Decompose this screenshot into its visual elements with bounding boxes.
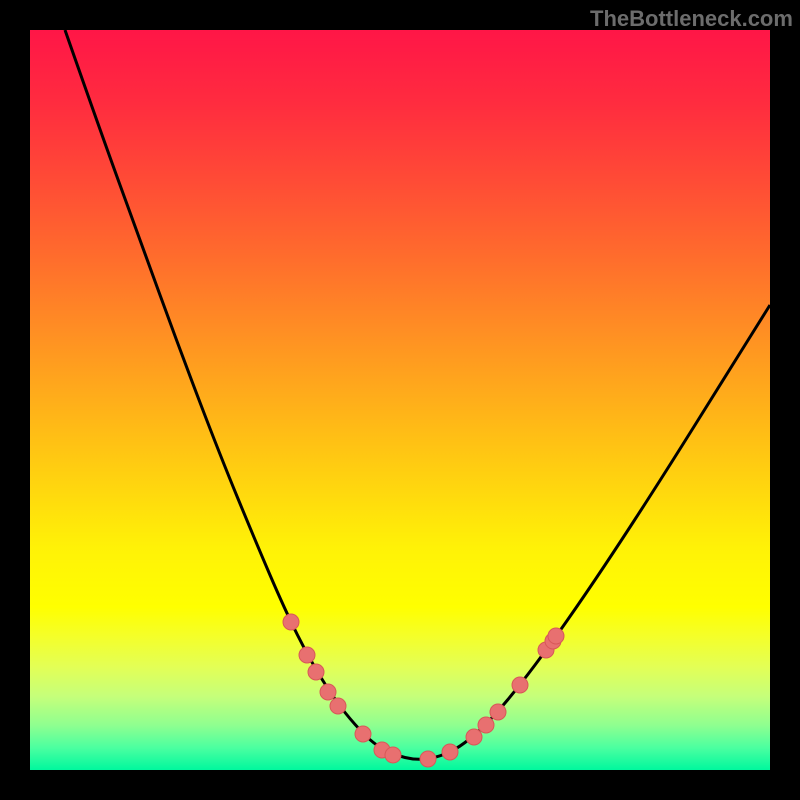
data-marker (512, 677, 528, 693)
plot-background (30, 30, 770, 770)
data-marker (355, 726, 371, 742)
data-markers (283, 614, 564, 767)
data-marker (283, 614, 299, 630)
data-marker (490, 704, 506, 720)
data-marker (320, 684, 336, 700)
data-marker (548, 628, 564, 644)
chart-root: TheBottleneck.com (0, 0, 800, 800)
data-marker (442, 744, 458, 760)
data-marker (478, 717, 494, 733)
data-marker (420, 751, 436, 767)
data-marker (299, 647, 315, 663)
data-marker (374, 742, 390, 758)
data-marker (308, 664, 324, 680)
bottleneck-curve (65, 30, 770, 759)
chart-svg (0, 0, 800, 800)
data-marker (545, 633, 561, 649)
data-marker (538, 642, 554, 658)
watermark-text: TheBottleneck.com (590, 6, 793, 32)
data-marker (385, 747, 401, 763)
data-marker (466, 729, 482, 745)
data-marker (330, 698, 346, 714)
